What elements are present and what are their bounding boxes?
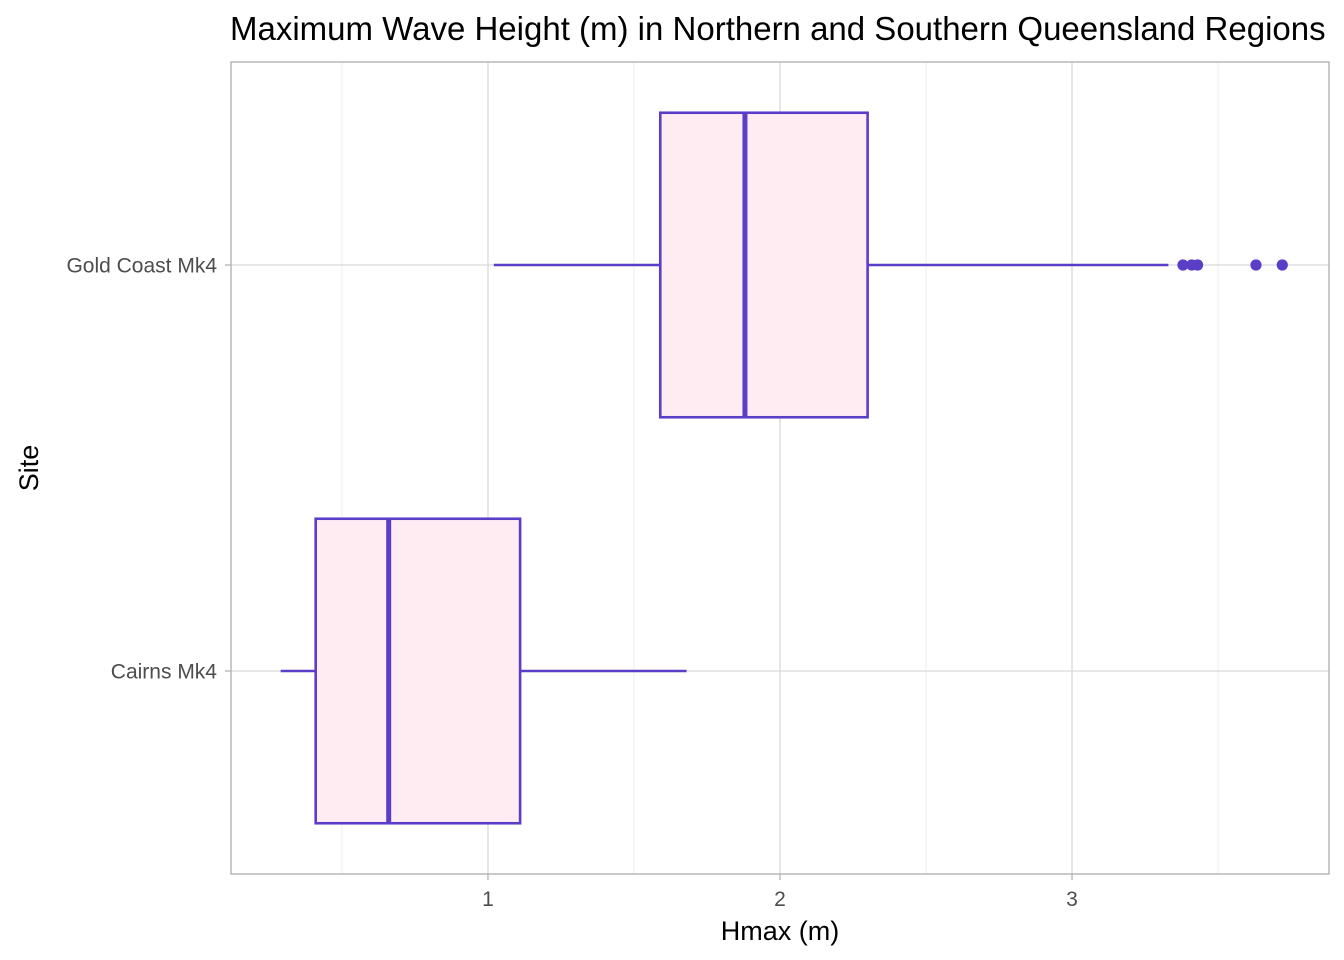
x-axis-title: Hmax (m) bbox=[721, 916, 839, 946]
y-tick-label: Cairns Mk4 bbox=[111, 661, 218, 684]
outlier-point bbox=[1250, 259, 1262, 271]
chart-title: Maximum Wave Height (m) in Northern and … bbox=[230, 10, 1326, 47]
box-cairns-mk4 bbox=[280, 517, 687, 825]
axes: 1 2 3 Cairns Mk4 Gold Coast Mk4 bbox=[66, 255, 1077, 912]
x-tick-label: 3 bbox=[1066, 888, 1078, 911]
outlier-point bbox=[1276, 259, 1288, 271]
outlier-point bbox=[1177, 259, 1189, 271]
x-tick-label: 2 bbox=[774, 888, 786, 911]
y-tick-label: Gold Coast Mk4 bbox=[66, 255, 217, 278]
interquartile-box bbox=[658, 111, 869, 419]
interquartile-box bbox=[314, 517, 522, 825]
outlier-point bbox=[1191, 259, 1204, 271]
y-axis-title: Site bbox=[14, 445, 44, 492]
boxplot-series bbox=[280, 111, 1288, 825]
x-tick-label: 1 bbox=[482, 888, 494, 911]
box-gold-coast-mk4 bbox=[493, 111, 1288, 419]
